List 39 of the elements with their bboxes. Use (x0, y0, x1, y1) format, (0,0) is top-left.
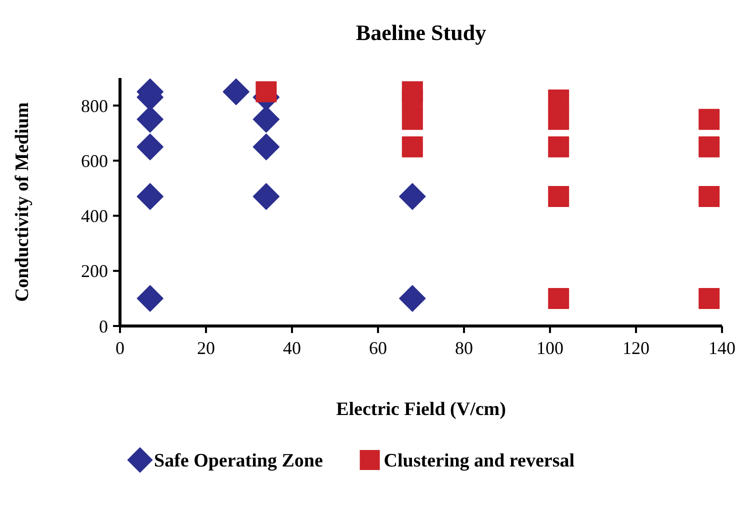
point (402, 136, 423, 158)
point (252, 183, 280, 210)
point (222, 78, 250, 106)
point (399, 183, 426, 210)
point (136, 134, 164, 160)
y-axis-title: Conductivity of Medium (12, 102, 33, 302)
point (402, 108, 423, 130)
x-tick-label: 100 (536, 338, 564, 358)
legend-label: Clustering and reversal (384, 450, 575, 472)
point (136, 285, 164, 312)
point (399, 285, 426, 312)
point (548, 108, 570, 130)
point (402, 90, 423, 111)
x-tick-label: 120 (622, 338, 650, 358)
x-axis-title: Electric Field (V/cm) (336, 399, 506, 420)
point (698, 186, 720, 207)
legend-label: Safe Operating Zone (154, 450, 323, 472)
y-tick-label: 400 (81, 206, 108, 226)
point (136, 183, 164, 210)
point (548, 186, 570, 207)
point (256, 81, 277, 102)
point (548, 288, 570, 309)
x-tick-label: 60 (369, 338, 387, 358)
x-tick-label: 20 (197, 338, 215, 358)
y-tick-label: 0 (99, 316, 108, 336)
x-tick-label: 80 (455, 338, 473, 358)
x-tick-label: 40 (283, 338, 301, 358)
point (698, 288, 720, 309)
y-tick-label: 800 (81, 96, 108, 116)
point (548, 90, 570, 111)
y-tick-label: 600 (81, 150, 108, 171)
point (252, 134, 280, 160)
point (698, 136, 720, 158)
point (548, 136, 570, 158)
y-tick-label: 200 (81, 261, 108, 282)
point (698, 108, 720, 130)
chart-title: Baeline Study (356, 20, 486, 45)
x-tick-label: 140 (708, 338, 736, 358)
x-tick-label: 0 (116, 338, 124, 358)
